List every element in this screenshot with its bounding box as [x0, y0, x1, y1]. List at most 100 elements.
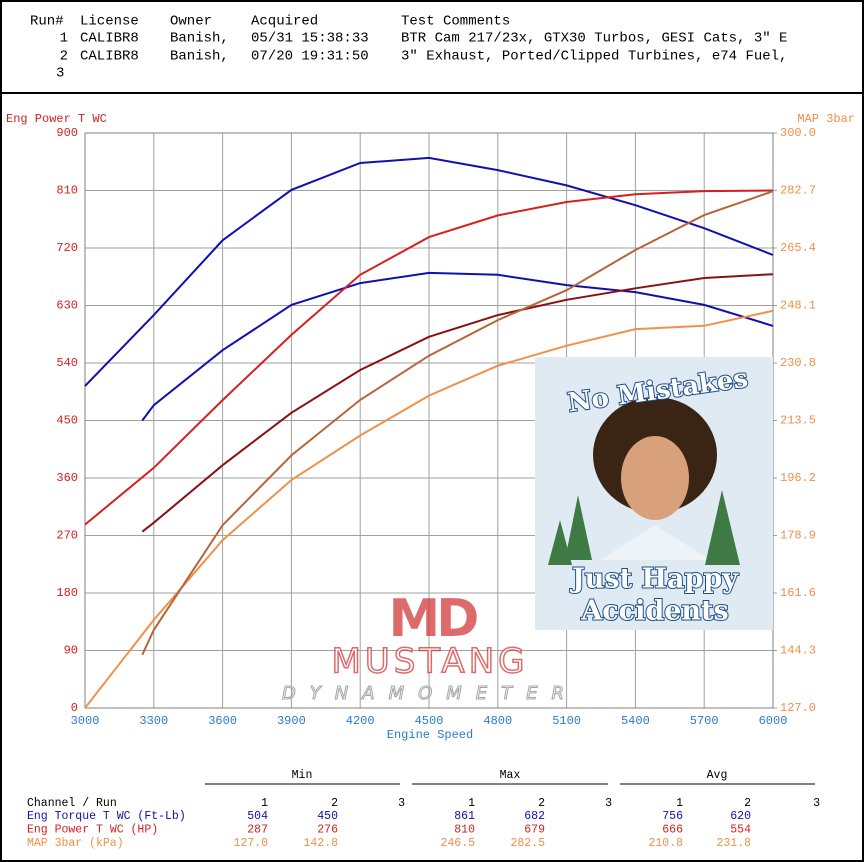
stats-run: 2	[744, 797, 751, 810]
stats-cell: 682	[524, 810, 545, 823]
header-cell: BTR Cam 217/23x, GTX30 Turbos, GESI Cats…	[401, 31, 787, 47]
stats-run: 1	[676, 797, 683, 810]
y-tick-label: 360	[56, 471, 78, 485]
y2-tick-label: 213.5	[780, 414, 816, 428]
header-cell: 3" Exhaust, Ported/Clipped Turbines, e74…	[401, 49, 787, 65]
x-tick-label: 5400	[621, 714, 650, 728]
stats-cell: 620	[730, 810, 751, 823]
header-column: Test Comments	[401, 14, 510, 30]
trees	[548, 490, 740, 565]
stats-group: Min	[292, 769, 313, 782]
x-tick-label: 4500	[415, 714, 444, 728]
x-tick-label: 4200	[346, 714, 375, 728]
stats-channel: Eng Power T WC (HP)	[27, 824, 158, 837]
header-cell: 2	[60, 49, 68, 65]
logo-mark: MD	[389, 589, 478, 649]
stats-channel: Eng Torque T WC (Ft-Lb)	[27, 810, 186, 823]
y2-tick-label: 196.2	[780, 471, 816, 485]
y-tick-label: 630	[56, 299, 78, 313]
stats-run: 3	[398, 797, 405, 810]
header-cell: 05/31 15:38:33	[251, 31, 369, 47]
series-line	[141, 190, 774, 656]
y2-axis-label: MAP 3bar	[797, 112, 855, 126]
series-line	[141, 273, 774, 533]
chart: 3000 3300 3600 3900 4200 4500 4800 5100 5400 5700…	[6, 112, 855, 742]
header-column: Owner	[170, 14, 212, 30]
stats-cell: 246.5	[440, 837, 475, 850]
header-cell: Banish,	[170, 31, 229, 47]
y2-tick-label: 282.7	[780, 184, 816, 198]
logo-name: MUSTANG	[332, 642, 529, 682]
overlay-line1: Just Happy	[570, 564, 739, 595]
header-column: License	[80, 14, 139, 30]
x-tick-label: 4800	[483, 714, 512, 728]
stats-cell: 810	[454, 824, 475, 837]
stats-run: 1	[261, 797, 268, 810]
face	[621, 436, 689, 520]
stats-cell: 210.8	[648, 837, 683, 850]
x-tick-label: 3000	[71, 714, 100, 728]
series-line	[84, 156, 774, 387]
y-tick-label: 0	[71, 701, 78, 715]
stats-channel-header: Channel / Run	[27, 797, 117, 810]
y2-tick-label: 300.0	[780, 126, 816, 140]
logo-sub: DYNAMOMETER	[282, 683, 578, 704]
y2-tick-label: 230.8	[780, 356, 816, 370]
header-cell: CALIBR8	[80, 31, 139, 47]
y-tick-label: 900	[56, 126, 78, 140]
stats-cell: 276	[317, 824, 338, 837]
header: Run# License Owner Acquired Test Comments 1 CA…	[30, 14, 787, 82]
y2-tick-label: 248.1	[780, 299, 816, 313]
stats-group: Max	[500, 769, 521, 782]
stats-cell: 756	[662, 810, 683, 823]
y2-tick-label: 265.4	[780, 241, 816, 255]
header-cell: CALIBR8	[80, 49, 139, 65]
series-line	[84, 309, 774, 709]
x-tick-label: 5700	[690, 714, 719, 728]
shirt	[600, 525, 710, 560]
overlay-line2: Accidents	[580, 596, 728, 627]
overlay-image: No Mistakes Just Happy Accidents	[535, 357, 773, 630]
y2-tick-label: 127.0	[780, 701, 816, 715]
stats-run: 2	[331, 797, 338, 810]
x-axis-label: Engine Speed	[387, 728, 473, 742]
stats-cell: 554	[730, 824, 751, 837]
stats-cell: 861	[454, 810, 475, 823]
stats-cell: 127.0	[233, 837, 268, 850]
y-tick-label: 270	[56, 529, 78, 543]
stats-run: 2	[538, 797, 545, 810]
stats-run: 3	[813, 797, 820, 810]
header-cell: 07/20 19:31:50	[251, 49, 369, 65]
stats-cell: 504	[247, 810, 268, 823]
series-line	[84, 189, 774, 526]
x-tick-label: 5100	[552, 714, 581, 728]
y2-tick-label: 161.6	[780, 586, 816, 600]
stats-cell: 450	[317, 810, 338, 823]
logo: MD MUSTANG DYNAMOMETER	[281, 589, 578, 705]
stats-cell: 287	[247, 824, 268, 837]
y2-tick-label: 144.3	[780, 644, 816, 658]
x-tick-label: 3300	[139, 714, 168, 728]
series-line	[141, 271, 774, 422]
y-tick-label: 810	[56, 184, 78, 198]
y-axis-label: Eng Power T WC	[6, 112, 107, 126]
y-tick-label: 90	[64, 644, 78, 658]
y-tick-label: 540	[56, 356, 78, 370]
y2-tick-label: 178.9	[780, 529, 816, 543]
header-cell: Banish,	[170, 49, 229, 65]
stats-cell: 231.8	[716, 837, 751, 850]
header-continuation: 3	[56, 66, 64, 82]
header-column: Run#	[30, 14, 64, 30]
x-tick-label: 3600	[208, 714, 237, 728]
y-tick-label: 450	[56, 414, 78, 428]
y-tick-label: 720	[56, 241, 78, 255]
stats-run: 1	[468, 797, 475, 810]
x-tick-label: 3900	[277, 714, 306, 728]
stats-cell: 679	[524, 824, 545, 837]
stats-run: 3	[605, 797, 612, 810]
header-column: Acquired	[251, 14, 318, 30]
stats-channel: MAP 3bar (kPa)	[27, 837, 124, 850]
